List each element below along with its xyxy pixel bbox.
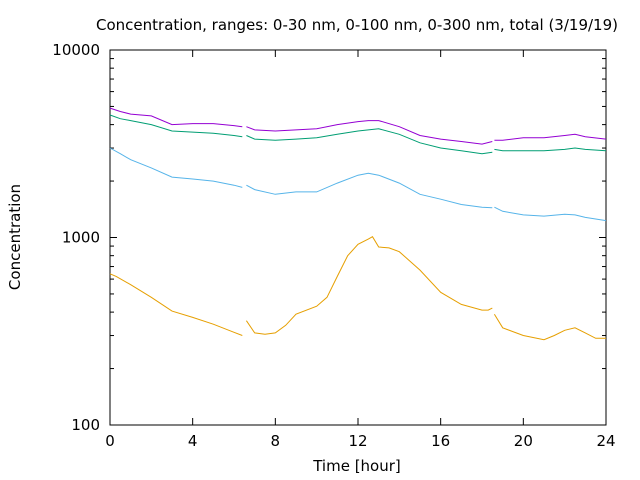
series-line bbox=[246, 120, 493, 145]
x-tick-label: 20 bbox=[514, 432, 533, 450]
axis-ticks: 0 4 8 12 16 20 24 100 1000 10000 bbox=[52, 41, 615, 450]
y-tick-label: 100 bbox=[71, 416, 100, 434]
y-tick-label: 1000 bbox=[62, 229, 100, 247]
x-tick-label: 8 bbox=[271, 432, 281, 450]
x-tick-label: 12 bbox=[348, 432, 367, 450]
plot-frame bbox=[109, 49, 607, 426]
series-1 bbox=[109, 147, 607, 222]
series-line bbox=[245, 236, 493, 335]
x-tick-label: 4 bbox=[188, 432, 198, 450]
series-line bbox=[246, 172, 493, 209]
series-line bbox=[494, 206, 607, 222]
y-axis-label: Concentration bbox=[6, 184, 24, 290]
series-2 bbox=[109, 114, 607, 155]
series-3 bbox=[109, 107, 607, 145]
series-0 bbox=[109, 236, 606, 341]
y-tick-label: 10000 bbox=[52, 41, 100, 59]
x-tick-label: 16 bbox=[431, 432, 450, 450]
series-line bbox=[109, 273, 243, 336]
series-line bbox=[246, 128, 493, 155]
series-line bbox=[109, 147, 243, 188]
series-line bbox=[109, 114, 243, 138]
series-line bbox=[494, 133, 607, 141]
series-line bbox=[494, 147, 607, 152]
x-axis-label: Time [hour] bbox=[312, 457, 401, 475]
x-tick-label: 24 bbox=[596, 432, 615, 450]
x-tick-label: 0 bbox=[105, 432, 115, 450]
series-line bbox=[493, 313, 606, 341]
series-layer bbox=[109, 107, 607, 341]
series-line bbox=[109, 107, 243, 128]
chart-title: Concentration, ranges: 0-30 nm, 0-100 nm… bbox=[96, 16, 618, 34]
